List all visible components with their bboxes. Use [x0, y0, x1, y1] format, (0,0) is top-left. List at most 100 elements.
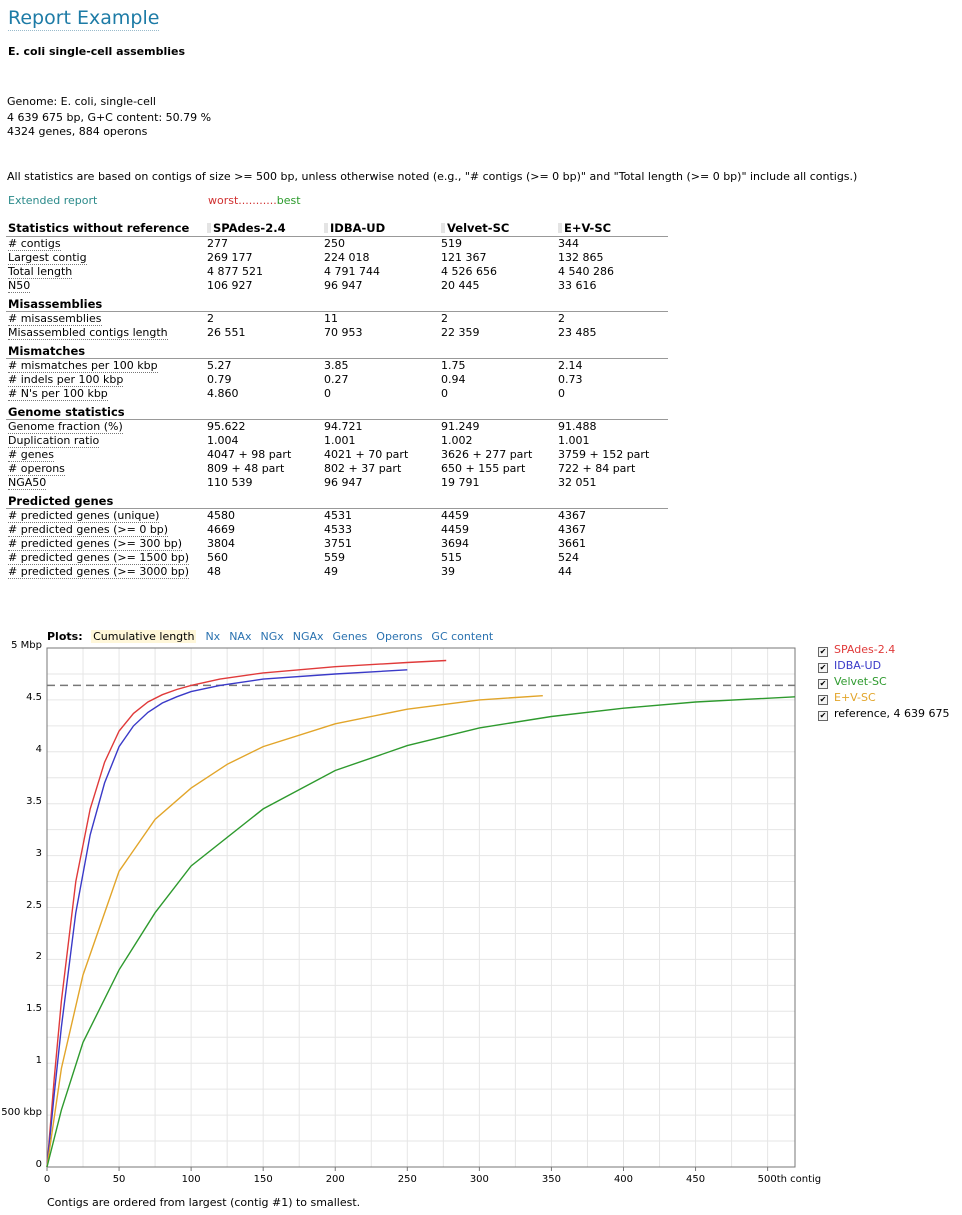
row-label[interactable]: # genes [8, 448, 54, 462]
row-value: 95.622 [207, 420, 246, 433]
row-value: 0 [324, 387, 331, 400]
row-label-cell: Total length [6, 265, 200, 279]
legend-item[interactable]: ✔ E+V-SC [818, 691, 876, 705]
legend-label: E+V-SC [834, 691, 876, 704]
row-label[interactable]: # predicted genes (>= 0 bp) [8, 523, 169, 537]
row-label[interactable]: # predicted genes (unique) [8, 509, 160, 523]
row-label[interactable]: # predicted genes (>= 3000 bp) [8, 565, 190, 579]
table-row: # predicted genes (>= 300 bp) 3804 3751 369… [6, 537, 668, 551]
row-value: 48 [207, 565, 221, 578]
assembly-name: IDBA-UD [330, 221, 386, 235]
table-row: N50 106 927 96 947 20 445 33 616 [6, 279, 668, 293]
legend-checkbox[interactable]: ✔ [818, 647, 828, 657]
row-label[interactable]: # mismatches per 100 kbp [8, 359, 158, 373]
legend-item[interactable]: ✔ IDBA-UD [818, 659, 881, 673]
legend-checkbox[interactable]: ✔ [818, 663, 828, 673]
row-value: 26 551 [207, 326, 246, 339]
y-tick-label: 2 [35, 951, 42, 963]
row-value: 5.27 [207, 359, 232, 372]
row-label-cell: # operons [6, 462, 200, 476]
row-value: 39 [441, 565, 455, 578]
table-row: # mismatches per 100 kbp 5.27 3.85 1.75 2.14 [6, 359, 668, 373]
row-value: 2 [558, 312, 565, 325]
row-label[interactable]: # operons [8, 462, 65, 476]
series-line-spades-2-4 [46, 659, 447, 1168]
series-line-e-v-sc [46, 695, 543, 1168]
legend-checkbox[interactable]: ✔ [818, 679, 828, 689]
y-tick-label: 1.5 [26, 1003, 42, 1015]
row-value: 4459 [441, 509, 469, 522]
assembly-column-header[interactable]: SPAdes-2.4 [200, 220, 317, 237]
plot-frame [46, 647, 796, 1168]
row-label[interactable]: # predicted genes (>= 1500 bp) [8, 551, 190, 565]
assembly-name: SPAdes-2.4 [213, 221, 286, 235]
plot-tab[interactable]: Cumulative length [91, 630, 197, 643]
row-value: 4 877 521 [207, 265, 263, 278]
extended-report-link[interactable]: Extended report [8, 194, 98, 207]
row-value: 344 [558, 237, 579, 250]
legend-item[interactable]: ✔ SPAdes-2.4 [818, 643, 895, 657]
row-value: 3759 + 152 part [558, 448, 650, 461]
y-tick-label: 3.5 [26, 795, 42, 807]
row-value: 4533 [324, 523, 352, 536]
row-label-cell: Genome fraction (%) [6, 420, 200, 434]
plot-tab[interactable]: Operons [376, 630, 423, 643]
row-label-cell: # genes [6, 448, 200, 462]
row-value: 96 947 [324, 279, 363, 292]
heatmap-legend: worst...........best [208, 194, 301, 207]
row-label[interactable]: # indels per 100 kbp [8, 373, 124, 387]
table-group-header: Predicted genes [6, 490, 668, 509]
row-label[interactable]: # predicted genes (>= 300 bp) [8, 537, 183, 551]
row-label[interactable]: N50 [8, 279, 31, 293]
row-value: 515 [441, 551, 462, 564]
drag-handle-icon[interactable] [441, 223, 445, 233]
plot-tab[interactable]: GC content [431, 630, 494, 643]
plot-tab[interactable]: Nx [205, 630, 221, 643]
assembly-column-header[interactable]: Velvet-SC [434, 220, 551, 237]
drag-handle-icon[interactable] [324, 223, 328, 233]
row-value: 1.004 [207, 434, 239, 447]
plot-tab[interactable]: NGAx [292, 630, 324, 643]
row-value: 3626 + 277 part [441, 448, 533, 461]
table-row: # misassemblies 2 11 2 2 [6, 312, 668, 326]
drag-handle-icon[interactable] [558, 223, 562, 233]
row-label[interactable]: # N's per 100 kbp [8, 387, 108, 401]
legend-checkbox[interactable]: ✔ [818, 695, 828, 705]
row-value: 94.721 [324, 420, 363, 433]
row-label[interactable]: Duplication ratio [8, 434, 100, 448]
row-label[interactable]: Total length [8, 265, 73, 279]
legend-checkbox[interactable]: ✔ [818, 711, 828, 721]
row-value: 3751 [324, 537, 352, 550]
row-label[interactable]: NGA50 [8, 476, 47, 490]
page-title: Report Example [8, 7, 160, 31]
row-label[interactable]: Genome fraction (%) [8, 420, 123, 434]
row-value: 4367 [558, 509, 586, 522]
x-tick-label: 0 [44, 1174, 50, 1185]
row-label[interactable]: # contigs [8, 237, 61, 251]
row-value: 20 445 [441, 279, 480, 292]
assembly-column-header[interactable]: E+V-SC [551, 220, 668, 237]
plot-tab[interactable]: NAx [229, 630, 252, 643]
legend-item[interactable]: ✔ Velvet-SC [818, 675, 887, 689]
legend-label: reference, 4 639 675 [834, 707, 950, 720]
row-value: 132 865 [558, 251, 604, 264]
table-row: Misassembled contigs length 26 551 70 953 2… [6, 326, 668, 340]
legend-label: Velvet-SC [834, 675, 887, 688]
table-header-row: Statistics without reference SPAdes-2.4 ID… [6, 220, 668, 237]
chart-footnote: Contigs are ordered from largest (contig… [47, 1196, 361, 1209]
table-row: Largest contig 269 177 224 018 121 367 132 8… [6, 251, 668, 265]
row-value: 269 177 [207, 251, 253, 264]
row-value: 4047 + 98 part [207, 448, 292, 461]
chart-series [46, 659, 796, 1168]
row-label[interactable]: # misassemblies [8, 312, 102, 326]
series-line-idba-ud [46, 669, 408, 1168]
plot-tab[interactable]: NGx [260, 630, 284, 643]
legend-item[interactable]: ✔ reference, 4 639 675 [818, 707, 950, 721]
row-label-cell: NGA50 [6, 476, 200, 490]
drag-handle-icon[interactable] [207, 223, 211, 233]
row-value: 121 367 [441, 251, 487, 264]
row-label[interactable]: Misassembled contigs length [8, 326, 168, 340]
assembly-column-header[interactable]: IDBA-UD [317, 220, 434, 237]
row-label[interactable]: Largest contig [8, 251, 87, 265]
plot-tab[interactable]: Genes [332, 630, 368, 643]
